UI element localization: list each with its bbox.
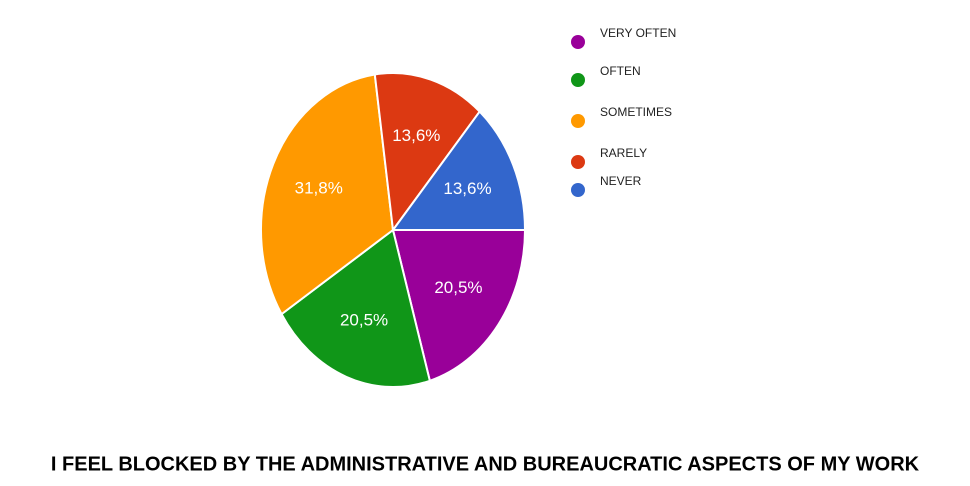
legend-swatch (571, 35, 585, 49)
legend-swatch (571, 183, 585, 197)
legend-swatch (571, 114, 585, 128)
pie-slice (260, 73, 395, 316)
legend-swatch (571, 73, 585, 87)
chart-title: I FEEL BLOCKED BY THE ADMINISTRATIVE AND… (51, 453, 920, 475)
legend-label: OFTEN (600, 64, 641, 78)
pie-slice (391, 229, 527, 383)
pie-slice (391, 110, 527, 231)
pie-slice (373, 72, 481, 233)
legend-label: RARELY (600, 146, 647, 160)
slice-label: 20,5% (434, 278, 482, 297)
legend-label: VERY OFTEN (600, 26, 676, 40)
legend-label: SOMETIMES (600, 105, 672, 119)
legend-swatch (571, 155, 585, 169)
pie-slice (280, 228, 432, 388)
slice-label: 31,8% (295, 179, 343, 198)
slice-label: 13,6% (392, 126, 440, 145)
legend-label: NEVER (600, 174, 642, 188)
slice-label: 13,6% (443, 179, 491, 198)
slice-label: 20,5% (340, 311, 388, 330)
